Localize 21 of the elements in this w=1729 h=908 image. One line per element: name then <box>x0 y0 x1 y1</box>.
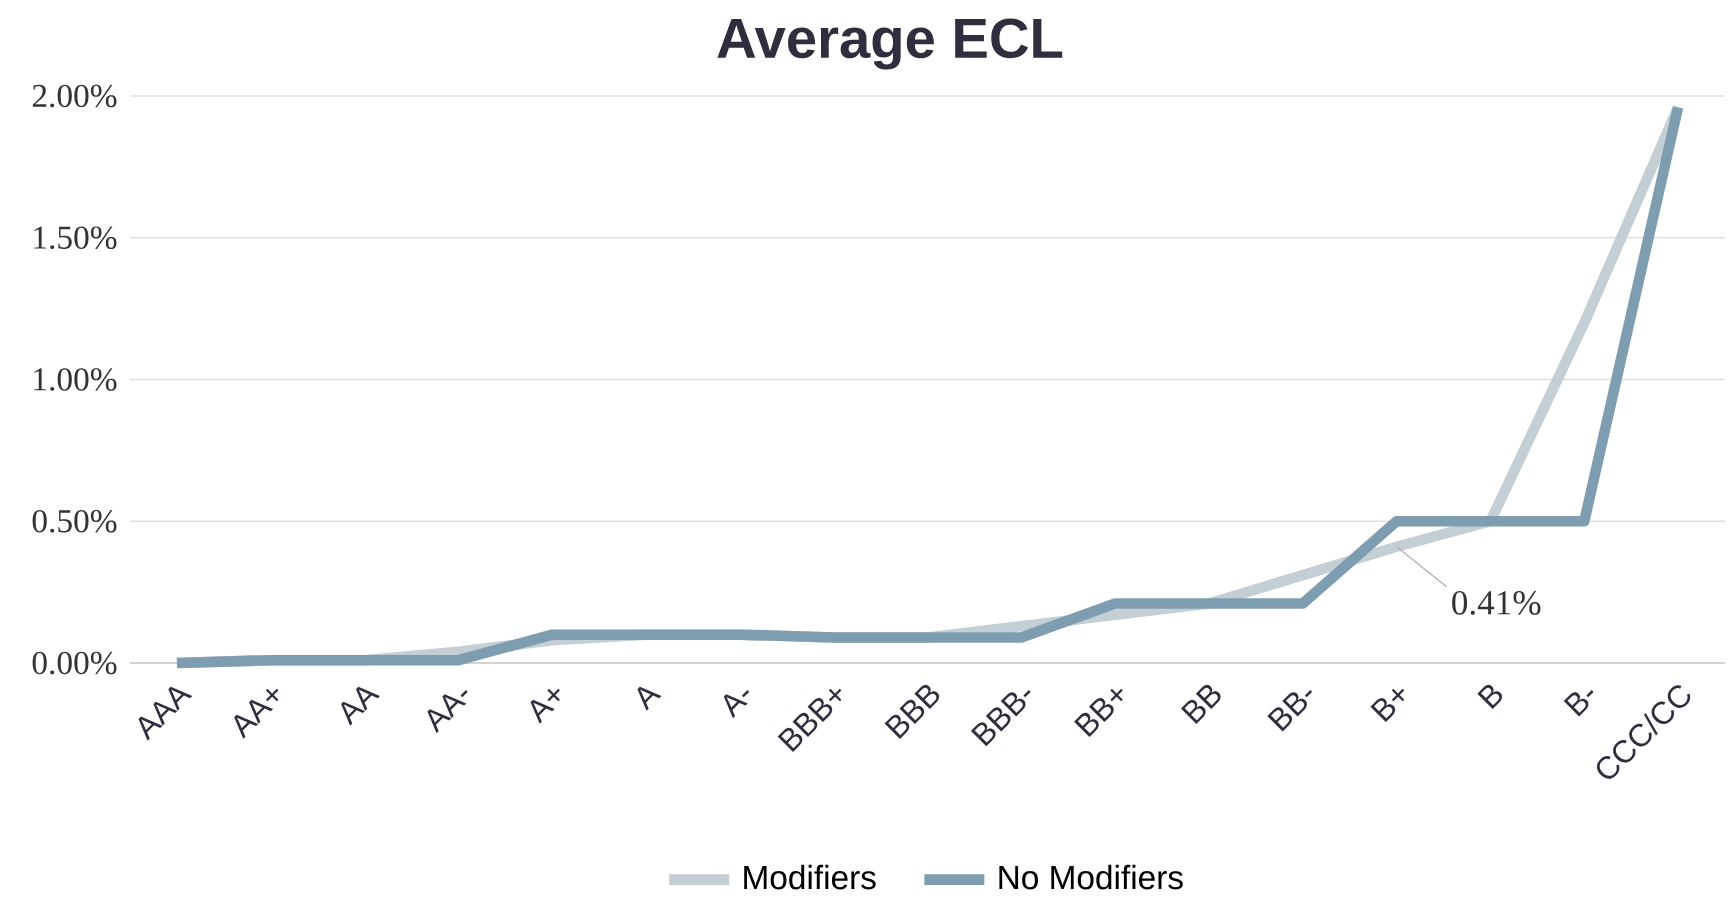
x-tick-label: AA+ <box>234 688 279 739</box>
y-tick-label: 1.50% <box>34 226 117 249</box>
x-tick-label: B+ <box>1370 688 1405 722</box>
x-tick-label: A <box>637 686 662 711</box>
x-tick-label: BB- <box>1267 689 1313 732</box>
x-tick-label: AA <box>341 686 380 726</box>
y-tick-label: 2.00% <box>32 84 117 108</box>
x-tick-label: A+ <box>530 688 560 724</box>
y-tick-label: 1.00% <box>34 367 117 391</box>
x-tick-label: B <box>1477 684 1503 709</box>
x-tick-label: BB+ <box>1074 688 1123 737</box>
x-tick-label: B- <box>1563 689 1594 717</box>
legend-label: No Modifiers <box>999 864 1183 890</box>
legend-label: Modifiers <box>744 864 876 890</box>
annotation: 0.41% <box>1452 590 1541 615</box>
x-tick-label: A- <box>723 689 750 719</box>
x-tick-label: BB <box>1180 684 1221 724</box>
y-tick-label: 0.50% <box>32 509 117 533</box>
x-tick-label: AA- <box>427 689 468 733</box>
y-tick-label: 0.00% <box>32 651 117 675</box>
chart-title: Average ECL <box>717 18 1063 70</box>
